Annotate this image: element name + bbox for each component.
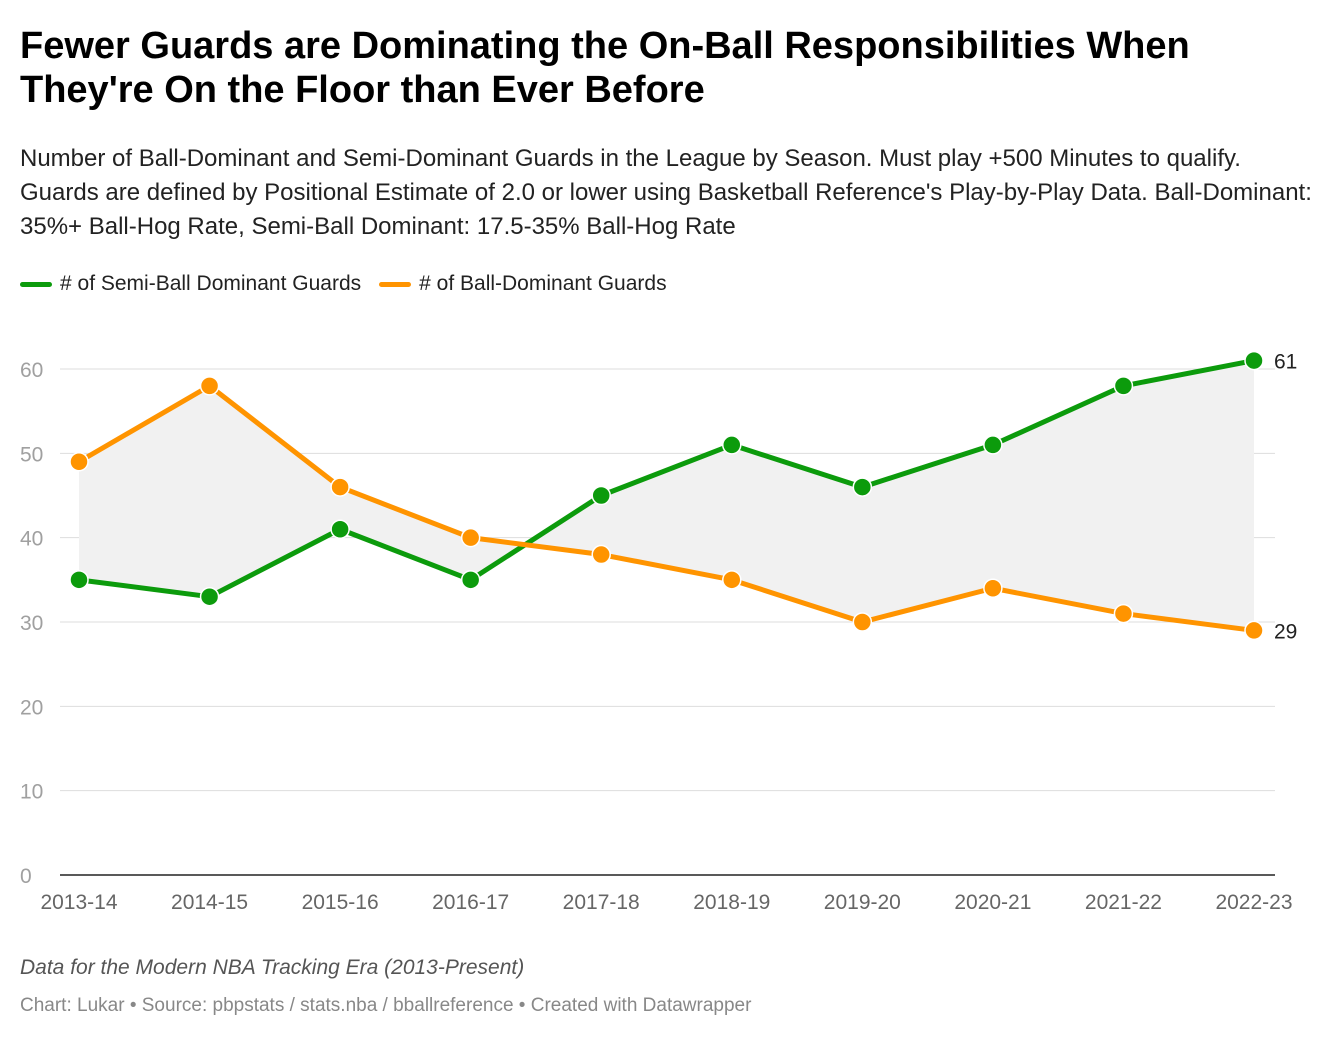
data-point-ball-dominant-2016-17 — [460, 527, 481, 548]
data-point-semi-dominant-2018-19 — [722, 435, 742, 455]
legend-label-semi-dominant: # of Semi-Ball Dominant Guards — [60, 272, 362, 295]
x-tick-label-2013-14: 2013-14 — [40, 891, 117, 914]
series-lines — [76, 358, 1257, 633]
chart-title: Fewer Guards are Dominating the On-Ball … — [20, 25, 1190, 111]
legend-swatch-ball-dominant — [379, 281, 412, 287]
legend-item-semi-dominant: # of Semi-Ball Dominant Guards — [20, 272, 361, 296]
y-tick-label-30: 30 — [20, 612, 43, 635]
data-point-ball-dominant-2014-15 — [199, 376, 220, 396]
x-tick-label-2021-22: 2021-22 — [1085, 891, 1162, 914]
legend: # of Semi-Ball Dominant Guards # of Ball… — [20, 270, 685, 298]
legend-swatch-semi-dominant — [20, 281, 52, 287]
data-point-ball-dominant-2020-21 — [983, 578, 1003, 599]
legend-item-ball-dominant: # of Ball-Dominant Guards — [379, 272, 667, 296]
chart-credit: Chart: Lukar • Source: pbpstats / stats.… — [20, 995, 752, 1016]
y-tick-label-20: 20 — [20, 696, 43, 719]
series-line-semi-dominant — [76, 358, 1257, 600]
x-tick-label-2017-18: 2017-18 — [563, 891, 640, 914]
y-tick-label-40: 40 — [20, 528, 43, 551]
data-point-semi-dominant-2021-22 — [1113, 376, 1134, 396]
data-point-ball-dominant-2017-18 — [591, 544, 611, 565]
area-between-fill — [79, 360, 1254, 631]
data-point-semi-dominant-2020-21 — [983, 435, 1003, 455]
x-tick-label-2014-15: 2014-15 — [171, 891, 248, 914]
chart-subtitle: Number of Ball-Dominant and Semi-Dominan… — [20, 145, 1312, 240]
legend-label-ball-dominant: # of Ball-Dominant Guards — [419, 272, 667, 295]
data-point-ball-dominant-2022-23 — [1244, 620, 1264, 641]
x-tick-label-2015-16: 2015-16 — [302, 891, 379, 914]
data-point-semi-dominant-2015-16 — [330, 519, 350, 539]
data-point-semi-dominant-2017-18 — [591, 485, 611, 506]
data-point-semi-dominant-2016-17 — [460, 570, 481, 590]
data-point-semi-dominant-2022-23 — [1244, 350, 1264, 371]
data-point-semi-dominant-2019-20 — [852, 477, 873, 497]
data-labels: 61 29 — [1274, 351, 1297, 644]
y-tick-label-0: 0 — [20, 865, 32, 888]
data-point-ball-dominant-2018-19 — [722, 570, 742, 590]
x-tick-label-2020-21: 2020-21 — [954, 891, 1031, 914]
chart-note: Data for the Modern NBA Tracking Era (20… — [20, 956, 525, 979]
series-line-ball-dominant — [76, 383, 1257, 633]
data-point-ball-dominant-2015-16 — [330, 477, 350, 497]
y-tick-label-60: 60 — [20, 359, 43, 382]
x-tick-label-2018-19: 2018-19 — [693, 891, 770, 914]
area-between-series — [79, 360, 1254, 631]
y-tick-label-10: 10 — [20, 781, 43, 804]
data-point-ball-dominant-2021-22 — [1113, 603, 1134, 624]
end-label-semi-dominant: 61 — [1274, 351, 1297, 374]
y-tick-label-50: 50 — [20, 443, 43, 466]
data-point-ball-dominant-2019-20 — [852, 612, 873, 632]
x-tick-label-2022-23: 2022-23 — [1215, 891, 1292, 914]
data-point-ball-dominant-2013-14 — [69, 452, 89, 472]
data-point-semi-dominant-2014-15 — [199, 586, 220, 607]
x-tick-label-2019-20: 2019-20 — [824, 891, 901, 914]
x-tick-label-2016-17: 2016-17 — [432, 891, 509, 914]
data-point-semi-dominant-2013-14 — [69, 570, 89, 590]
line-chart: 0 10 20 30 40 50 60 2013-14 2014-15 2015-16 2016-1… — [20, 350, 1297, 914]
axes: 0 10 20 30 40 50 60 2013-14 2014-15 2015-16 2016-1… — [20, 359, 1293, 914]
end-label-ball-dominant: 29 — [1274, 620, 1297, 643]
data-points — [69, 350, 1264, 641]
